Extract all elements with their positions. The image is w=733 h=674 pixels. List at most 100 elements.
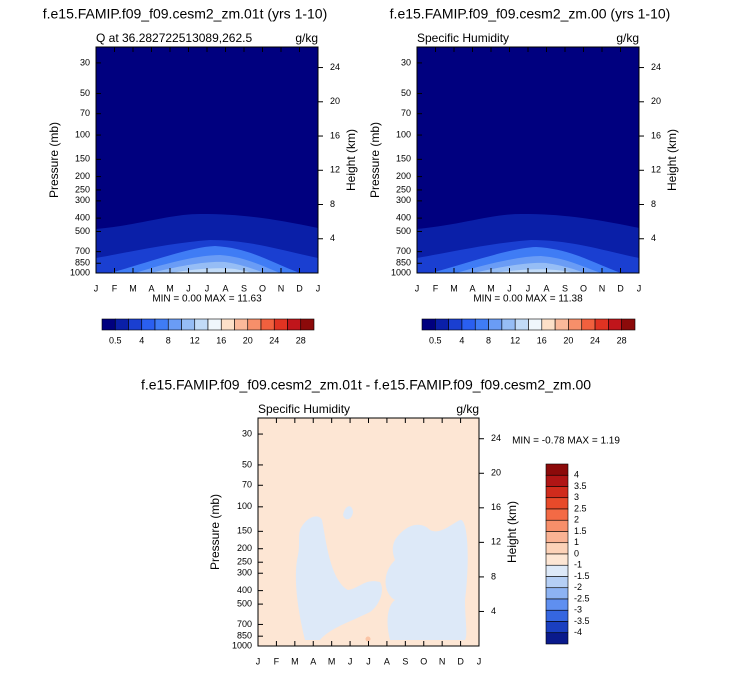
colorbar-box xyxy=(448,318,463,331)
colorbar-box xyxy=(545,463,569,476)
colorbar-label: -2 xyxy=(574,582,582,592)
colorbar-label: 24 xyxy=(269,335,279,345)
y-tick-label: 50 xyxy=(80,88,90,98)
y-tick-label: 300 xyxy=(396,195,411,205)
y-tick-label: 100 xyxy=(75,129,90,139)
colorbar-label: 28 xyxy=(617,335,627,345)
y-tick-label: 1000 xyxy=(70,267,90,277)
x-tick-label: M xyxy=(166,283,174,293)
x-tick-label: J xyxy=(256,656,261,666)
y-tick-label: 30 xyxy=(80,57,90,67)
y-tick-label: 500 xyxy=(237,598,252,608)
colorbar-box xyxy=(421,318,436,331)
colorbar-box xyxy=(194,318,209,331)
colorbar-box xyxy=(581,318,596,331)
colorbar-label: 2 xyxy=(574,515,579,525)
colorbar-box xyxy=(154,318,169,331)
colorbar-label: 12 xyxy=(510,335,520,345)
y-tick-label: 1000 xyxy=(391,267,411,277)
y-tick-label: 500 xyxy=(396,226,411,236)
x-tick-label: O xyxy=(580,283,587,293)
colorbar-label: 1 xyxy=(574,537,579,547)
y-tick-label: 150 xyxy=(237,526,252,536)
x-tick-label: N xyxy=(278,283,285,293)
panel-title: f.e15.FAMIP.f09_f09.cesm2_zm.01t - f.e15… xyxy=(141,377,591,393)
y-tick-label: 200 xyxy=(75,171,90,181)
min-max-annotation: MIN = 0.00 MAX = 11.38 xyxy=(473,294,583,305)
y2-tick-label: 12 xyxy=(651,165,661,175)
x-tick-label: J xyxy=(94,283,99,293)
x-tick-label: J xyxy=(186,283,191,293)
contour-band xyxy=(365,636,371,642)
colorbar-box xyxy=(501,318,516,331)
colorbar-box xyxy=(608,318,622,331)
x-tick-label: J xyxy=(366,656,371,666)
y-tick-label: 70 xyxy=(80,108,90,118)
panel-title: f.e15.FAMIP.f09_f09.cesm2_zm.01t (yrs 1-… xyxy=(43,6,328,22)
colorbar-label: 12 xyxy=(190,335,200,345)
x-tick-label: J xyxy=(526,283,531,293)
contour-band xyxy=(493,269,572,273)
y2-tick-label: 8 xyxy=(651,199,656,209)
y-tick-label: 700 xyxy=(237,619,252,629)
colorbar-label: 16 xyxy=(537,335,547,345)
y-tick-label: 30 xyxy=(401,57,411,67)
colorbar-label: -3 xyxy=(574,605,582,615)
right-string: g/kg xyxy=(456,402,479,416)
y2-tick-label: 8 xyxy=(330,199,335,209)
colorbar-box xyxy=(545,519,569,532)
colorbar-box xyxy=(545,542,569,555)
x-tick-label: A xyxy=(148,283,154,293)
colorbar-box xyxy=(545,497,569,510)
x-tick-label: J xyxy=(507,283,512,293)
y2-tick-label: 16 xyxy=(651,130,661,140)
colorbar-box xyxy=(247,318,262,331)
y-tick-label: 250 xyxy=(75,184,90,194)
x-tick-label: F xyxy=(433,283,439,293)
y-tick-label: 150 xyxy=(396,154,411,164)
y2-axis-title: Height (km) xyxy=(505,501,519,563)
y-tick-label: 250 xyxy=(396,184,411,194)
colorbar-label: 3.5 xyxy=(574,481,587,491)
y2-tick-label: 4 xyxy=(330,233,335,243)
colorbar-box xyxy=(528,318,543,331)
contour-band xyxy=(295,516,382,640)
x-tick-label: F xyxy=(112,283,118,293)
colorbar-label: 2.5 xyxy=(574,503,587,513)
x-tick-label: M xyxy=(129,283,137,293)
colorbar-box xyxy=(514,318,529,331)
y-axis-title: Pressure (mb) xyxy=(208,494,222,570)
colorbar-box xyxy=(474,318,489,331)
colorbar-label: 3 xyxy=(574,492,579,502)
y-tick-label: 700 xyxy=(396,246,411,256)
y-tick-label: 50 xyxy=(401,88,411,98)
colorbar-box xyxy=(300,318,315,331)
colorbar-box xyxy=(260,318,275,331)
x-tick-label: D xyxy=(617,283,624,293)
colorbar-box xyxy=(435,318,449,331)
y2-axis-title: Height (km) xyxy=(344,129,358,191)
y-tick-label: 850 xyxy=(396,258,411,268)
x-tick-label: S xyxy=(241,283,247,293)
y-tick-label: 100 xyxy=(396,129,411,139)
y-tick-label: 30 xyxy=(242,428,252,438)
y-tick-label: 400 xyxy=(396,212,411,222)
colorbar-box xyxy=(545,576,569,589)
colorbar-box xyxy=(545,531,569,544)
left-string: Q at 36.282722513089,262.5 xyxy=(96,31,252,45)
y-axis-title: Pressure (mb) xyxy=(47,122,61,198)
x-tick-label: A xyxy=(222,283,228,293)
x-tick-label: A xyxy=(310,656,316,666)
panel-title: f.e15.FAMIP.f09_f09.cesm2_zm.00 (yrs 1-1… xyxy=(390,6,671,22)
y-tick-label: 70 xyxy=(401,108,411,118)
y-tick-label: 300 xyxy=(75,195,90,205)
colorbar-box xyxy=(101,318,116,331)
x-tick-label: O xyxy=(259,283,266,293)
x-tick-label: J xyxy=(205,283,210,293)
colorbar-box xyxy=(207,318,222,331)
y2-tick-label: 4 xyxy=(491,606,496,616)
colorbar-label: -4 xyxy=(574,627,582,637)
y2-tick-label: 16 xyxy=(330,130,340,140)
contour-band xyxy=(170,268,252,273)
